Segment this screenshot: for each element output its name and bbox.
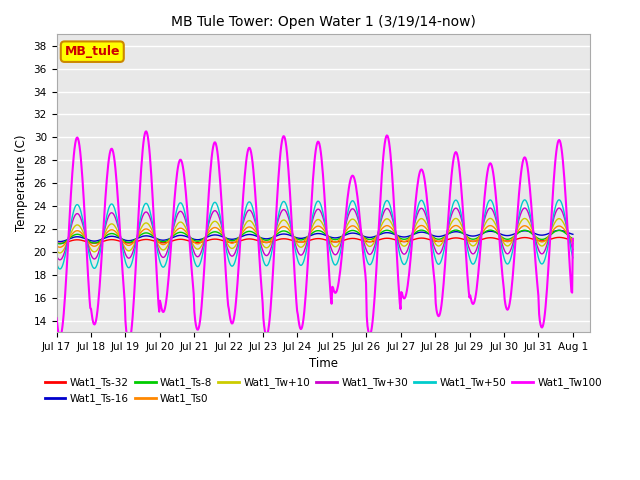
Wat1_Ts-32 bbox=[56, 240, 64, 246]
Wat1_Tw+10 bbox=[486, 216, 494, 221]
Wat1_Ts0 bbox=[52, 243, 60, 249]
Wat1_Ts-16 bbox=[569, 231, 577, 237]
Wat1_Tw100 bbox=[125, 339, 133, 345]
Wat1_Tw+50 bbox=[556, 197, 563, 203]
Wat1_Ts-32 bbox=[168, 238, 176, 244]
Line: Wat1_Tw+50: Wat1_Tw+50 bbox=[56, 200, 573, 269]
Wat1_Ts-8 bbox=[378, 229, 386, 235]
Wat1_Ts0 bbox=[168, 233, 176, 239]
Wat1_Ts-32 bbox=[393, 238, 401, 243]
Wat1_Ts-8 bbox=[569, 236, 577, 241]
Wat1_Tw100 bbox=[379, 163, 387, 168]
Wat1_Tw+50 bbox=[569, 255, 577, 261]
Wat1_Ts0 bbox=[63, 239, 70, 245]
Wat1_Ts-32 bbox=[569, 238, 577, 243]
Wat1_Tw+10 bbox=[56, 250, 64, 256]
Wat1_Tw100 bbox=[115, 213, 123, 218]
Wat1_Ts0 bbox=[452, 223, 460, 228]
Wat1_Tw+30 bbox=[569, 247, 577, 252]
Wat1_Ts-32 bbox=[52, 240, 60, 246]
Wat1_Ts-16 bbox=[168, 235, 176, 240]
Wat1_Ts-16 bbox=[196, 237, 204, 242]
Wat1_Tw+50 bbox=[116, 230, 124, 236]
Wat1_Ts-32 bbox=[378, 236, 386, 242]
Wat1_Ts-8 bbox=[52, 240, 60, 246]
Wat1_Tw+50 bbox=[63, 245, 70, 251]
Wat1_Tw100 bbox=[143, 129, 150, 134]
Wat1_Ts0 bbox=[56, 244, 64, 250]
Wat1_Tw+50 bbox=[52, 260, 60, 266]
Wat1_Ts-8 bbox=[56, 241, 64, 247]
X-axis label: Time: Time bbox=[309, 358, 338, 371]
Wat1_Tw+30 bbox=[168, 230, 176, 236]
Wat1_Tw+10 bbox=[569, 240, 577, 246]
Wat1_Ts0 bbox=[116, 234, 124, 240]
Wat1_Ts-8 bbox=[196, 238, 204, 244]
Wat1_Ts-32 bbox=[116, 238, 124, 244]
Wat1_Tw+30 bbox=[378, 215, 386, 221]
Line: Wat1_Ts-32: Wat1_Ts-32 bbox=[56, 238, 573, 243]
Wat1_Tw+50 bbox=[393, 237, 401, 243]
Wat1_Ts-16 bbox=[63, 237, 70, 243]
Wat1_Tw100 bbox=[62, 280, 70, 286]
Wat1_Ts-32 bbox=[63, 240, 70, 245]
Wat1_Tw+30 bbox=[521, 205, 529, 211]
Wat1_Tw+30 bbox=[56, 257, 64, 263]
Legend: Wat1_Ts-32, Wat1_Ts-16, Wat1_Ts-8, Wat1_Ts0, Wat1_Tw+10, Wat1_Tw+30, Wat1_Tw+50,: Wat1_Ts-32, Wat1_Ts-16, Wat1_Ts-8, Wat1_… bbox=[40, 373, 606, 408]
Wat1_Tw+10 bbox=[378, 222, 386, 228]
Wat1_Tw+10 bbox=[116, 233, 124, 239]
Wat1_Ts-16 bbox=[116, 235, 124, 241]
Wat1_Tw+10 bbox=[52, 248, 60, 253]
Wat1_Tw+50 bbox=[168, 230, 176, 236]
Wat1_Tw+10 bbox=[63, 241, 70, 247]
Wat1_Tw+10 bbox=[393, 233, 401, 239]
Title: MB Tule Tower: Open Water 1 (3/19/14-now): MB Tule Tower: Open Water 1 (3/19/14-now… bbox=[171, 15, 476, 29]
Wat1_Tw+10 bbox=[196, 245, 204, 251]
Line: Wat1_Ts-8: Wat1_Ts-8 bbox=[56, 230, 573, 244]
Wat1_Ts-32 bbox=[556, 235, 563, 240]
Wat1_Ts-16 bbox=[393, 232, 401, 238]
Text: MB_tule: MB_tule bbox=[65, 45, 120, 58]
Wat1_Ts0 bbox=[393, 233, 401, 239]
Wat1_Ts-8 bbox=[63, 238, 70, 244]
Wat1_Tw+30 bbox=[116, 230, 124, 236]
Wat1_Ts-32 bbox=[196, 240, 204, 245]
Line: Wat1_Ts0: Wat1_Ts0 bbox=[56, 226, 573, 247]
Wat1_Tw+50 bbox=[196, 262, 204, 268]
Wat1_Ts-16 bbox=[56, 239, 64, 244]
Wat1_Tw+30 bbox=[393, 234, 401, 240]
Wat1_Tw100 bbox=[52, 315, 60, 321]
Wat1_Ts0 bbox=[569, 238, 577, 243]
Line: Wat1_Ts-16: Wat1_Ts-16 bbox=[56, 230, 573, 241]
Line: Wat1_Tw+30: Wat1_Tw+30 bbox=[56, 208, 573, 260]
Wat1_Tw+30 bbox=[52, 252, 60, 258]
Y-axis label: Temperature (C): Temperature (C) bbox=[15, 135, 28, 231]
Wat1_Ts-8 bbox=[168, 234, 176, 240]
Wat1_Tw+50 bbox=[378, 211, 386, 216]
Wat1_Tw100 bbox=[169, 217, 177, 223]
Wat1_Ts0 bbox=[378, 226, 386, 232]
Wat1_Tw100 bbox=[569, 236, 577, 241]
Line: Wat1_Tw100: Wat1_Tw100 bbox=[56, 132, 573, 342]
Wat1_Ts-16 bbox=[378, 231, 386, 237]
Wat1_Ts-16 bbox=[52, 238, 60, 244]
Wat1_Tw+30 bbox=[196, 252, 204, 258]
Wat1_Ts-8 bbox=[393, 233, 401, 239]
Wat1_Tw100 bbox=[196, 317, 204, 323]
Wat1_Ts-8 bbox=[452, 227, 460, 233]
Wat1_Tw+30 bbox=[63, 242, 70, 248]
Wat1_Tw+10 bbox=[168, 232, 176, 238]
Wat1_Tw100 bbox=[394, 267, 401, 273]
Line: Wat1_Tw+10: Wat1_Tw+10 bbox=[56, 218, 573, 253]
Wat1_Ts-16 bbox=[556, 228, 563, 233]
Wat1_Ts-8 bbox=[116, 235, 124, 240]
Wat1_Tw+50 bbox=[56, 266, 64, 272]
Wat1_Ts0 bbox=[196, 240, 204, 246]
